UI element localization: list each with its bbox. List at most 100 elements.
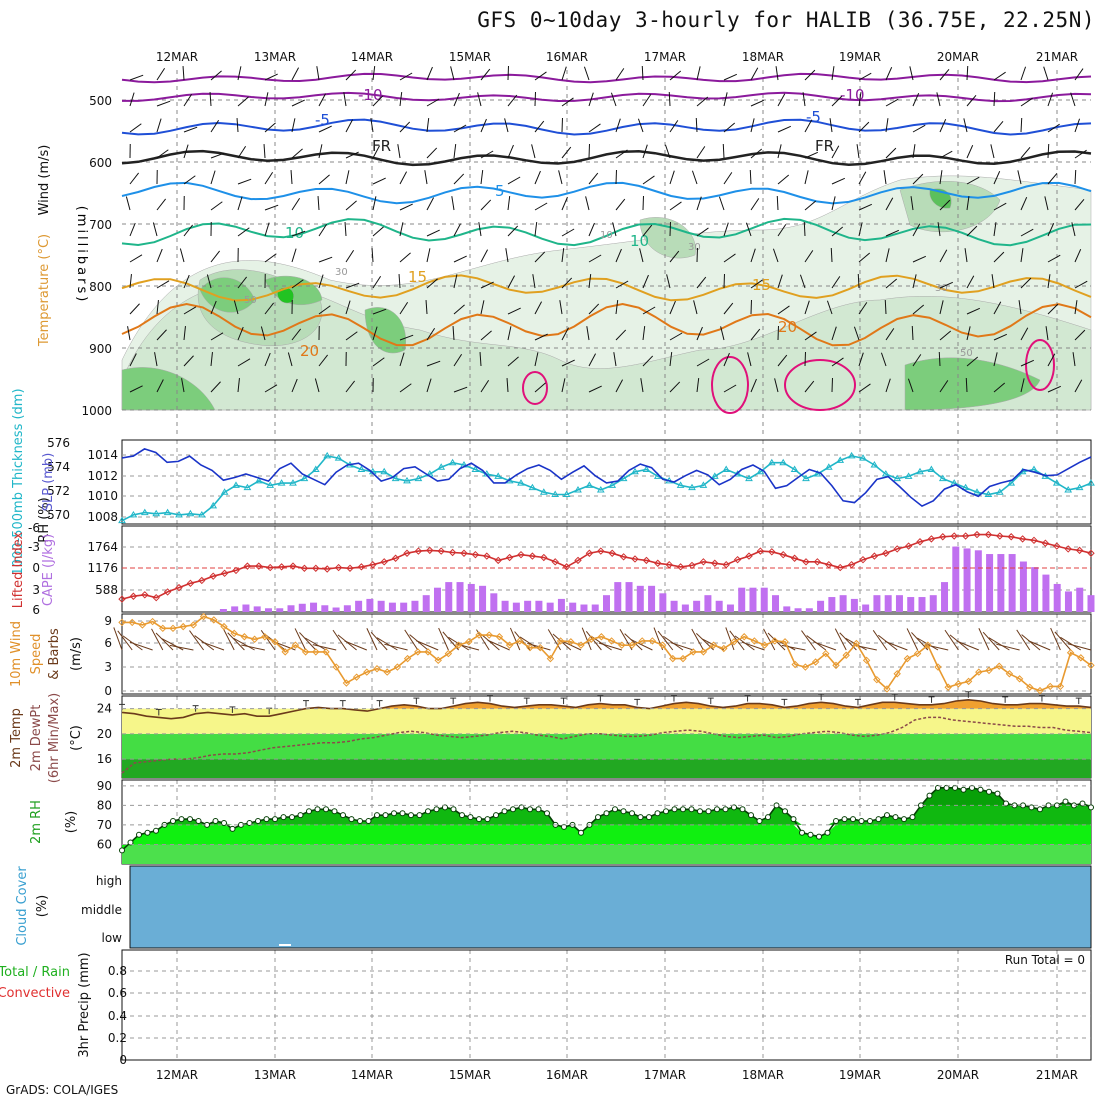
cape-bar: [907, 597, 915, 612]
rh2m-unit-ylabel: (%): [64, 811, 79, 834]
thickness-line-point: [391, 474, 400, 482]
thickness-line-point: [163, 508, 172, 516]
cloud-unit-ylabel: (%): [35, 895, 50, 918]
thickness-line-point: [824, 463, 833, 470]
rh2m-line-point: [442, 804, 448, 811]
rh2m-line-point: [493, 812, 499, 819]
wind-barb: [939, 150, 953, 159]
thickness-line-point: [779, 458, 788, 466]
wind-barb: [345, 119, 354, 133]
thickness-line-point: [574, 485, 582, 493]
rh2m-line-point: [391, 810, 397, 817]
wind10-barb: [978, 628, 990, 651]
rh2m-line-point: [909, 814, 916, 821]
wind-barb: [772, 248, 779, 263]
wind-barb: [372, 145, 381, 159]
wind-barb: [696, 146, 706, 159]
wind10-barb: [260, 630, 276, 651]
rh2m-line-point: [229, 825, 236, 832]
temp-band-below16: [122, 759, 1091, 778]
wind-barb: [615, 68, 625, 81]
speed-ylabel-group: Speed: [29, 634, 44, 675]
wind-barb: [426, 278, 438, 289]
wind-barb: [561, 359, 575, 367]
wind10-speed-line-point: [505, 641, 514, 649]
cape-bar: [772, 595, 780, 612]
wind-barb: [939, 380, 949, 393]
wind10-barb: [872, 630, 888, 651]
wind-barb: [210, 332, 224, 341]
wind-barb: [183, 126, 198, 133]
wind-barb: [318, 125, 332, 133]
cape-bar: [603, 595, 610, 612]
y-tick-label: 572: [47, 484, 70, 498]
wind-barb: [127, 326, 131, 341]
lifted-index-line-point: [357, 563, 366, 571]
wind-barb: [804, 331, 817, 341]
wind10-speed-line-point: [465, 638, 473, 646]
wind-barb: [804, 119, 813, 133]
lifted-index-line-point: [1018, 535, 1027, 543]
wind-barb: [183, 93, 193, 107]
wind-barb: [206, 274, 212, 289]
wind10-barb: [834, 628, 847, 651]
wind-barb: [129, 172, 140, 185]
wind-barb: [939, 330, 952, 341]
cape-bar: [512, 602, 520, 612]
wind-barb: [561, 196, 568, 211]
y-tick-label: 80: [97, 798, 112, 812]
wind-barb: [750, 198, 760, 211]
lifted-index-line-point: [323, 565, 331, 573]
cape-bar: [760, 587, 768, 612]
wind-barb: [588, 92, 594, 107]
cape-bar: [941, 582, 949, 612]
cape-bar: [310, 602, 318, 612]
lifted-index-line-point: [722, 560, 730, 569]
wind-barb: [453, 274, 458, 289]
wind10-barb: [1067, 643, 1092, 651]
wind-barb: [745, 222, 752, 237]
lifted-index-line-point: [186, 579, 195, 588]
wind-barb: [695, 117, 698, 133]
lifted-index-line-point: [597, 547, 605, 555]
rh2m-line-point: [416, 812, 423, 819]
cape-bar: [850, 598, 858, 612]
date-label-top: 19MAR: [839, 50, 881, 64]
rh2m-line-point: [765, 814, 771, 821]
wind-barb: [991, 274, 995, 289]
wind-barb: [1047, 274, 1051, 289]
wind10-speed-line-point: [995, 662, 1003, 670]
wind-barb: [691, 170, 698, 185]
wind-barb: [1074, 329, 1086, 341]
wind-barb: [858, 302, 868, 315]
wind-barb: [830, 247, 833, 263]
wind-barb: [453, 255, 467, 263]
thickness-line-point: [254, 476, 263, 484]
wind-barb: [156, 280, 170, 289]
wind-barb: [668, 91, 671, 107]
wind-barb: [453, 304, 465, 315]
thickness-line-point: [334, 454, 343, 461]
rh2m-line-point: [450, 806, 457, 813]
y-tick-label: 576: [47, 436, 70, 450]
y-tick-label: 574: [47, 460, 70, 474]
lifted-index-line-point: [859, 555, 867, 564]
wind-barb: [993, 382, 1006, 393]
isotherm-minus15: [121, 72, 1092, 84]
contour-label: -10: [358, 86, 383, 104]
wind-barb: [777, 174, 790, 185]
rh2m-line-point: [833, 818, 839, 825]
contour-label: 15: [752, 276, 771, 294]
rh2m-line-point: [459, 812, 465, 819]
lifted-index-line-point: [300, 564, 309, 572]
wind-barb: [993, 333, 1007, 341]
wind-barb: [1074, 198, 1085, 211]
wind-barb: [534, 71, 547, 81]
rh2m-line-point: [722, 806, 729, 813]
wind-barb: [451, 196, 455, 211]
wind-barb: [964, 248, 968, 263]
wind10-speed-line-point: [1005, 670, 1014, 678]
wind-barb: [799, 274, 806, 289]
wind-barb: [291, 328, 302, 341]
wind-barb: [237, 358, 251, 367]
